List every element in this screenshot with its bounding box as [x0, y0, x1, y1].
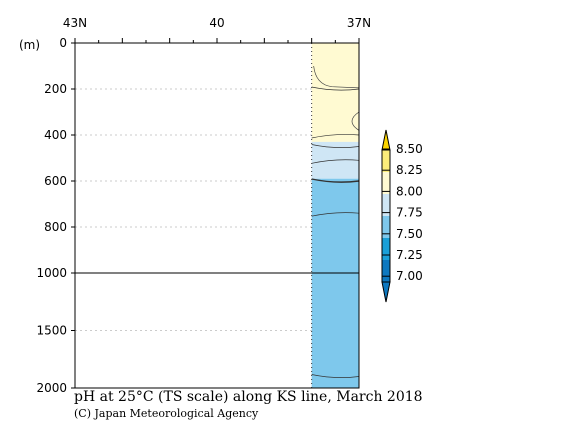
colorbar-label-7.00: 7.00: [396, 269, 423, 283]
colorbar-label-7.75: 7.75: [396, 206, 423, 220]
y-tick-label-400: 400: [44, 128, 67, 142]
colorbar-label-8.25: 8.25: [396, 163, 423, 177]
y-tick-label-2000: 2000: [36, 381, 67, 395]
y-tick-label-600: 600: [44, 174, 67, 188]
y-tick-label-0: 0: [59, 36, 67, 50]
colorbar-segment-5: [382, 260, 390, 282]
colorbar-segment-3: [382, 216, 390, 238]
contour-line-1: [311, 134, 360, 139]
colorbar-segment-2: [382, 194, 390, 216]
x-axis: 43N 40 37N: [63, 16, 371, 43]
colorbar-label-8.00: 8.00: [396, 184, 423, 198]
contour-eddy: [351, 111, 360, 131]
contour-line-3: [311, 159, 360, 164]
colorbar-segment-0: [382, 150, 390, 172]
plot-area: [74, 42, 360, 389]
y-axis-unit-label: (m): [19, 38, 40, 52]
colorbar-bottom-arrow: [381, 281, 391, 303]
y-tick-label-800: 800: [44, 220, 67, 234]
colorbar-label-7.25: 7.25: [396, 248, 423, 262]
x-tick-label-40: 40: [209, 16, 224, 30]
y-tick-label-1500: 1500: [36, 324, 67, 338]
colorbar-top-arrow: [381, 129, 391, 151]
contour-line-2: [311, 144, 360, 148]
x-tick-label-37N: 37N: [347, 16, 371, 30]
contour-line-0: [311, 86, 360, 91]
x-tick-label-43N: 43N: [63, 16, 87, 30]
ph-layer-2: [311, 178, 359, 388]
contour-loop: [313, 65, 360, 89]
colorbar-frame: [381, 149, 391, 283]
colorbar-segment-4: [382, 238, 390, 260]
contour-line-6: [311, 374, 360, 378]
colorbar-label-8.50: 8.50: [396, 142, 423, 156]
colorbar-label-7.50: 7.50: [396, 227, 423, 241]
y-tick-label-1000: 1000: [36, 266, 67, 280]
colorbar-segment-1: [382, 172, 390, 194]
contour-line-4: [311, 178, 360, 183]
y-tick-label-200: 200: [44, 82, 67, 96]
chart-credit: (C) Japan Meteorological Agency: [74, 407, 259, 420]
ph-layer-0: [311, 43, 359, 142]
y-axis: 0 200 400 600 800 1000 1500 2000: [36, 36, 75, 395]
colorbar: 8.50 8.25 8.00 7.75 7.50 7.25 7.00: [381, 129, 423, 303]
contour-line-5: [311, 212, 360, 217]
chart-title: pH at 25°C (TS scale) along KS line, Mar…: [74, 389, 423, 405]
